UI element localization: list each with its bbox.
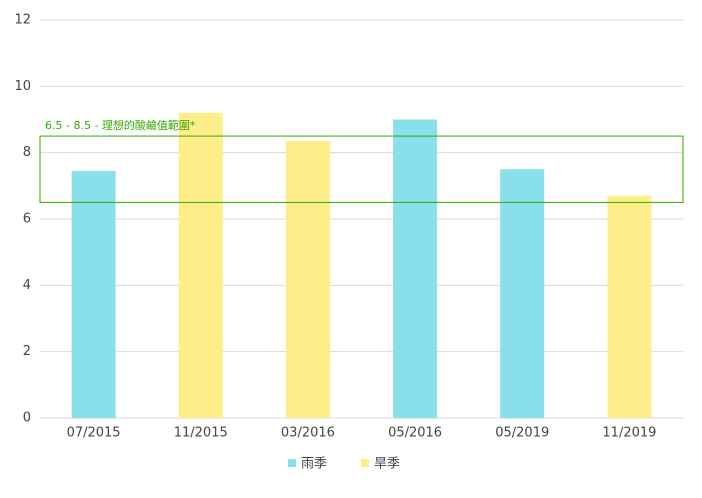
y-tick-label: 8 [23, 145, 31, 160]
legend-label: 旱季 [374, 457, 400, 472]
x-tick-label: 11/2015 [174, 426, 228, 441]
x-tick-label: 03/2016 [281, 426, 335, 441]
bar [393, 119, 438, 418]
y-tick-label: 4 [23, 278, 31, 293]
legend-swatch [288, 459, 296, 467]
bar [607, 195, 652, 418]
x-tick-label: 05/2019 [495, 426, 549, 441]
y-tick-label: 2 [23, 344, 31, 359]
annotation-label: 6.5 - 8.5 - 理想的酸鹼值範圍* [45, 118, 196, 132]
y-tick-label: 10 [14, 79, 31, 94]
x-tick-label: 11/2019 [602, 426, 656, 441]
y-tick-label: 0 [23, 411, 31, 426]
y-tick-label: 6 [23, 212, 31, 227]
bar [178, 112, 223, 418]
x-tick-label: 07/2015 [67, 426, 121, 441]
ideal-range-box [39, 135, 684, 203]
legend-label: 雨季 [301, 457, 327, 472]
bar [500, 169, 545, 418]
x-tick-label: 05/2016 [388, 426, 442, 441]
bar [285, 141, 330, 418]
y-tick-label: 12 [14, 13, 31, 28]
legend-swatch [361, 459, 369, 467]
bar [71, 170, 116, 418]
